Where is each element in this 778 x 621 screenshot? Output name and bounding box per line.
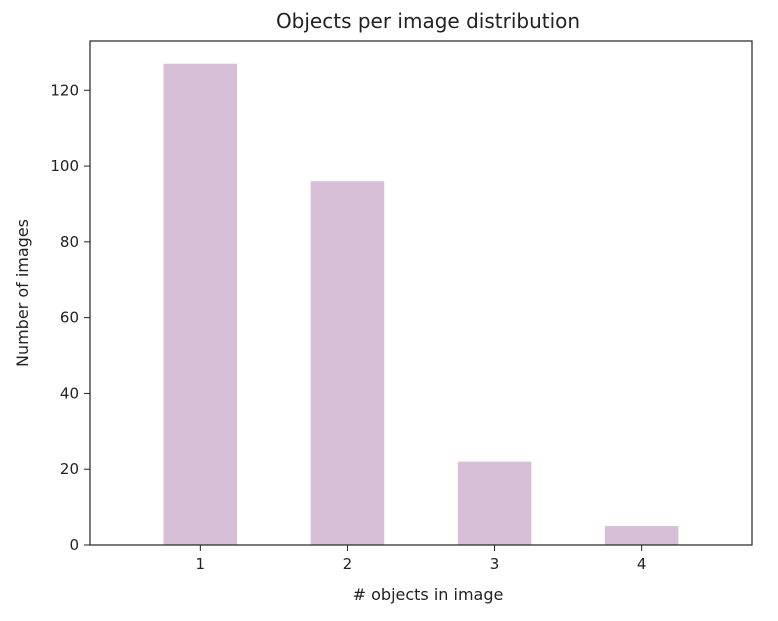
y-tick-label: 0 — [69, 536, 79, 554]
y-tick-label: 20 — [60, 460, 79, 478]
bar-3 — [457, 461, 532, 545]
y-tick-label: 60 — [60, 309, 79, 327]
y-axis-ticks: 0 20 40 60 80 100 120 — [50, 81, 90, 554]
y-tick-label: 100 — [50, 157, 79, 175]
x-tick-label: 4 — [637, 555, 647, 573]
x-tick-label: 2 — [343, 555, 353, 573]
bars — [163, 63, 679, 546]
plot-frame — [89, 40, 753, 546]
x-axis-ticks: 1 2 3 4 — [196, 545, 647, 573]
y-tick-label: 80 — [60, 233, 79, 251]
chart-title: Objects per image distribution — [276, 9, 580, 33]
bar-1 — [163, 63, 238, 545]
y-axis-label: Number of images — [13, 219, 32, 367]
bar-2 — [310, 181, 385, 546]
x-axis-label: # objects in image — [353, 585, 504, 604]
x-tick-label: 3 — [490, 555, 500, 573]
y-tick-label: 120 — [50, 81, 79, 99]
bar-4 — [604, 526, 679, 545]
x-tick-label: 1 — [196, 555, 206, 573]
y-tick-label: 40 — [60, 384, 79, 402]
